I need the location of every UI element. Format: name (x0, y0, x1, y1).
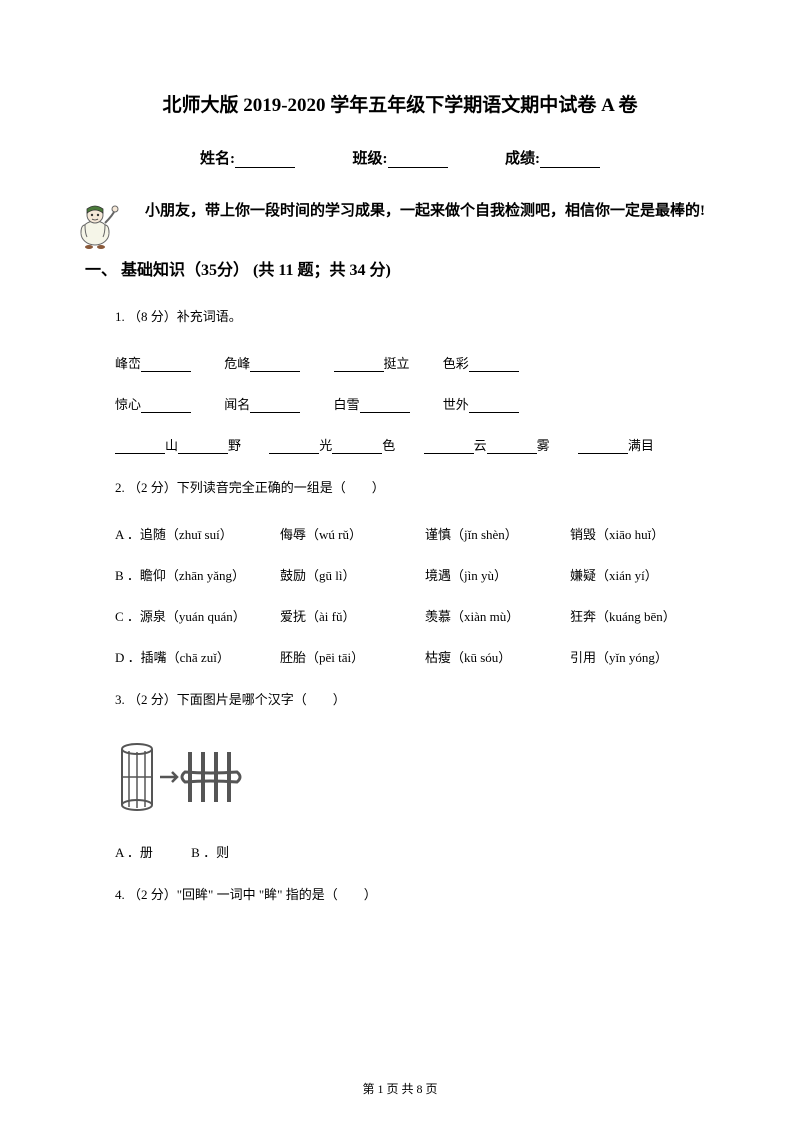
q1-word: 白雪 (334, 397, 360, 412)
blank[interactable] (115, 438, 165, 454)
blank[interactable] (269, 438, 319, 454)
blank[interactable] (178, 438, 228, 454)
blank[interactable] (487, 438, 537, 454)
q1-word: 峰峦 (115, 356, 141, 371)
blank[interactable] (424, 438, 474, 454)
q1-word: 满目 (628, 438, 654, 453)
q2-option-a[interactable]: A ．追随（zhuī suí） 侮辱（wú rǔ） 谨慎（jǐn shèn） 销… (85, 524, 715, 543)
name-label: 姓名: (200, 151, 235, 167)
option-label: D ． (115, 650, 141, 665)
pinyin-word: 引用（yǐn yóng） (570, 647, 715, 666)
q1-row2: 惊心 闻名 白雪 世外 (85, 394, 715, 413)
blank[interactable] (578, 438, 628, 454)
q3-option-a[interactable]: A ．册 (115, 842, 153, 861)
pinyin-word: 嫌疑（xián yí） (570, 565, 715, 584)
q2-option-c[interactable]: C ．源泉（yuán quán） 爱抚（ài fǔ） 羡慕（xiàn mù） 狂… (85, 606, 715, 625)
pinyin-word: 侮辱（wú rǔ） (280, 524, 425, 543)
pinyin-word: 追随（zhuī suí） (140, 527, 233, 542)
class-blank[interactable] (388, 150, 448, 168)
pinyin-word: 谨慎（jǐn shèn） (425, 524, 570, 543)
pinyin-word: 胚胎（pēi tāi） (280, 647, 425, 666)
q3-options: A ．册 B ．则 (85, 842, 715, 861)
pinyin-word: 销毁（xiāo huǐ） (570, 524, 715, 543)
section-1-header: 一、 基础知识（35分） (共 11 题；共 34 分) (85, 256, 715, 280)
score-label: 成绩: (505, 151, 540, 167)
pinyin-word: 枯瘦（kū sóu） (425, 647, 570, 666)
q1-row3: 山 野 光 色 云 雾 满目 (85, 435, 715, 454)
exam-title: 北师大版 2019-2020 学年五年级下学期语文期中试卷 A 卷 (85, 90, 715, 117)
blank[interactable] (141, 356, 191, 372)
pinyin-word: 爱抚（ài fǔ） (280, 606, 425, 625)
blank[interactable] (469, 356, 519, 372)
pinyin-word: 源泉（yuán quán） (140, 609, 246, 624)
blank[interactable] (334, 356, 384, 372)
q1-word: 世外 (443, 397, 469, 412)
blank[interactable] (141, 397, 191, 413)
blank[interactable] (250, 397, 300, 413)
score-blank[interactable] (540, 150, 600, 168)
q2-option-b[interactable]: B ．瞻仰（zhān yǎng） 鼓励（gū lì） 境遇（jìn yù） 嫌疑… (85, 565, 715, 584)
student-info-line: 姓名: 班级: 成绩: (85, 147, 715, 168)
q1-word: 色彩 (443, 356, 469, 371)
q3-option-b[interactable]: B ．则 (191, 842, 229, 861)
q1-word: 云 (474, 438, 487, 453)
question-4-label: 4. （2 分）"回眸" 一词中 "眸" 指的是（ ） (85, 883, 715, 906)
q3-image (85, 737, 715, 822)
question-3-label: 3. （2 分）下面图片是哪个汉字（ ） (85, 688, 715, 711)
class-label: 班级: (353, 151, 388, 167)
blank[interactable] (332, 438, 382, 454)
pinyin-word: 鼓励（gū lì） (280, 565, 425, 584)
blank[interactable] (250, 356, 300, 372)
pinyin-word: 羡慕（xiàn mù） (425, 606, 570, 625)
q1-word: 惊心 (115, 397, 141, 412)
intro-text: 小朋友，带上你一段时间的学习成果，一起来做个自我检测吧，相信你一定是最棒的! (85, 193, 715, 231)
blank[interactable] (360, 397, 410, 413)
mascot-icon (65, 195, 125, 255)
pinyin-word: 插嘴（chā zuǐ） (141, 650, 230, 665)
option-label: A ． (115, 527, 140, 542)
q1-row1: 峰峦 危峰 挺立 色彩 (85, 353, 715, 372)
q1-word: 光 (319, 438, 332, 453)
option-label: C ． (115, 609, 140, 624)
q1-word: 山 (165, 438, 178, 453)
q1-word: 色 (382, 438, 395, 453)
q1-word: 危峰 (224, 356, 250, 371)
q1-word: 挺立 (384, 356, 410, 371)
pinyin-word: 狂奔（kuáng bēn） (570, 606, 715, 625)
q2-option-d[interactable]: D ．插嘴（chā zuǐ） 胚胎（pēi tāi） 枯瘦（kū sóu） 引用… (85, 647, 715, 666)
pinyin-word: 境遇（jìn yù） (425, 565, 570, 584)
page-footer: 第 1 页 共 8 页 (0, 1080, 800, 1097)
pinyin-word: 瞻仰（zhān yǎng） (140, 568, 245, 583)
blank[interactable] (469, 397, 519, 413)
question-1-label: 1. （8 分）补充词语。 (85, 305, 715, 328)
q1-word: 野 (228, 438, 241, 453)
option-label: B ． (115, 568, 140, 583)
name-blank[interactable] (235, 150, 295, 168)
q1-word: 闻名 (224, 397, 250, 412)
q1-word: 雾 (537, 438, 550, 453)
question-2-label: 2. （2 分）下列读音完全正确的一组是（ ） (85, 476, 715, 499)
